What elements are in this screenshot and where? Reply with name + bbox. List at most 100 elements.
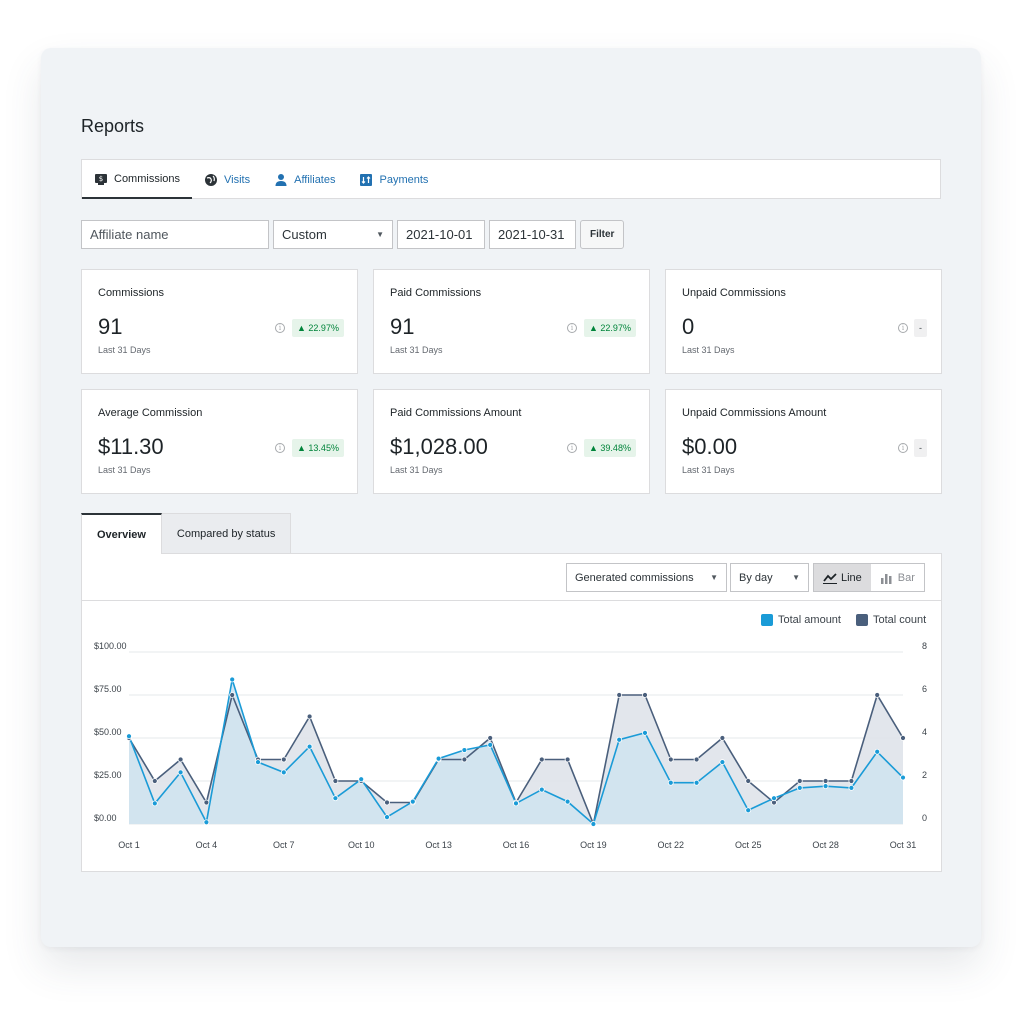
x-axis-label: Oct 19 [580,840,607,850]
tab-payments[interactable]: Payments [347,160,440,199]
filter-button[interactable]: Filter [580,220,625,249]
tab-compared-by-status[interactable]: Compared by status [161,513,292,553]
commissions-line-chart: $0.00 $25.00 $50.00 $75.00 $100.00 0 2 4 6 8 Oct 1… [94,641,927,850]
point-total-count [667,756,674,763]
metric-value: Generated commissions [575,571,694,584]
y-axis-left-label: $0.00 [94,813,117,823]
start-date-field[interactable]: 2021-10-01 [397,220,485,249]
point-total-count [384,799,390,806]
info-icon[interactable]: i [275,443,285,453]
card-period: Last 31 Days [682,465,735,475]
affiliate-name-input[interactable] [81,220,269,249]
point-total-count [306,713,313,720]
stat-card-average-commission: Average Commission $11.30 Last 31 Days i… [81,389,358,494]
point-total-count [461,756,468,763]
card-title: Paid Commissions Amount [390,407,522,419]
chart-toolbar: Generated commissions ▼ By day ▼ Line Ba… [82,554,941,601]
bar-label: Bar [897,571,915,584]
chart-panel: Generated commissions ▼ By day ▼ Line Ba… [81,553,942,872]
tab-affiliates[interactable]: Affiliates [262,160,347,199]
period-select[interactable]: By day ▼ [730,563,809,592]
point-total-count [693,756,700,763]
card-value: 91 [98,314,123,339]
point-total-count [487,735,494,741]
svg-text:$: $ [99,175,103,183]
tab-overview[interactable]: Overview [81,513,162,554]
person-icon [275,173,287,186]
point-total-amount [126,733,132,740]
info-icon[interactable]: i [567,443,577,453]
x-axis-label: Oct 25 [735,840,762,850]
tab-commissions-label: Commissions [114,172,181,185]
trend-badge: - [914,319,927,337]
card-value: $1,028.00 [390,434,488,459]
y-axis-left-label: $100.00 [94,641,127,651]
point-total-amount [590,821,597,827]
y-axis-right-label: 0 [922,813,927,823]
trend-value: 39.48% [600,443,631,453]
legend-total-count[interactable]: Total count [856,614,926,626]
tab-commissions[interactable]: $ Commissions [82,160,193,199]
point-total-amount [332,795,339,802]
stat-card-unpaid-commissions: Unpaid Commissions 0 Last 31 Days i - [665,269,942,374]
point-total-amount [745,807,752,814]
point-total-count [796,778,803,784]
point-total-amount [203,819,210,826]
report-tabs: $ Commissions Visits Affiliates Payments [81,159,941,199]
point-total-count [151,778,158,784]
stat-card-unpaid-commissions-amount: Unpaid Commissions Amount $0.00 Last 31 … [665,389,942,494]
tab-affiliates-label: Affiliates [294,173,336,186]
card-value: 0 [682,314,695,339]
stat-card-commissions: Commissions 91 Last 31 Days i ▲ 22.97% [81,269,358,374]
x-axis-label: Oct 4 [196,840,218,850]
trend-badge: - [914,439,927,457]
y-axis-right-label: 4 [922,727,927,737]
tab-payments-label: Payments [379,173,429,186]
x-axis-label: Oct 31 [890,840,917,850]
legend-label-amount: Total amount [778,614,841,626]
card-period: Last 31 Days [682,345,735,355]
x-axis-label: Oct 22 [658,840,685,850]
tab-visits-label: Visits [224,173,251,186]
card-period: Last 31 Days [390,465,443,475]
bar-chart-icon [880,573,892,584]
line-chart-button[interactable]: Line [814,564,871,591]
point-total-amount [255,759,261,765]
globe-icon [205,173,218,186]
chevron-down-icon: ▼ [792,573,800,582]
trend-value: 22.97% [308,323,339,333]
card-title: Unpaid Commissions Amount [682,407,827,419]
point-total-count [900,735,906,741]
info-icon[interactable]: i [567,323,577,333]
point-total-count [616,692,623,698]
end-date-field[interactable]: 2021-10-31 [489,220,576,249]
tab-visits[interactable]: Visits [192,160,262,199]
info-icon[interactable]: i [898,323,908,333]
card-value: $11.30 [98,434,164,459]
point-total-amount [693,779,700,786]
point-total-amount [874,748,881,755]
point-total-count [642,692,648,698]
legend-total-amount[interactable]: Total amount [761,614,841,626]
point-total-count [874,692,881,698]
info-icon[interactable]: i [275,323,285,333]
period-value: By day [739,571,773,584]
point-total-count [848,778,855,784]
point-total-count [822,778,829,784]
point-total-amount [719,759,726,765]
point-total-amount [306,743,313,750]
x-axis-label: Oct 1 [118,840,140,850]
x-axis-label: Oct 28 [812,840,839,850]
bar-chart-button[interactable]: Bar [870,564,924,591]
arrow-up-icon: ▲ [297,443,309,453]
point-total-amount [616,736,623,743]
metric-select[interactable]: Generated commissions ▼ [566,563,727,592]
point-total-amount [435,755,442,762]
point-total-amount [771,795,777,802]
chevron-down-icon: ▼ [376,230,384,239]
info-icon[interactable]: i [898,443,908,453]
chevron-down-icon: ▼ [710,573,718,582]
date-range-select[interactable]: Custom ▼ [273,220,393,249]
point-total-amount [822,783,829,790]
x-axis-label: Oct 13 [425,840,452,850]
